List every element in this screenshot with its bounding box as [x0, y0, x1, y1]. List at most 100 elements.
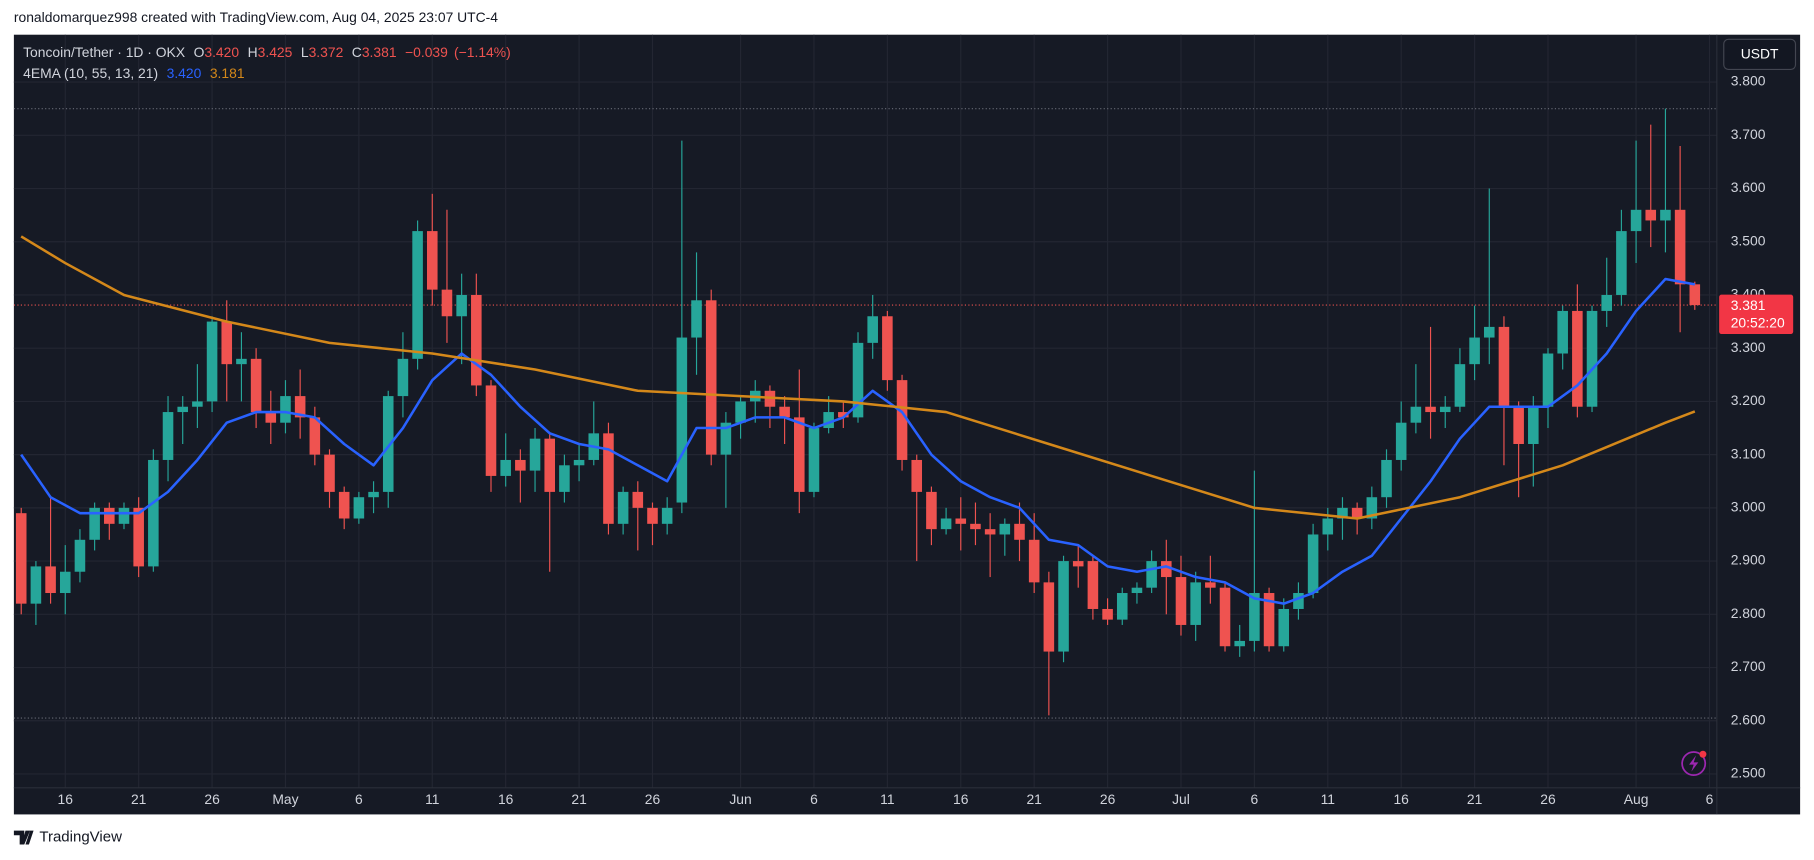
candle-body: [45, 566, 56, 594]
candle-body: [720, 422, 732, 455]
currency-button[interactable]: [1723, 38, 1797, 70]
candle-body: [1087, 561, 1099, 609]
indicator-value: 3.181: [210, 65, 245, 81]
candle-body: [529, 438, 541, 471]
candle-body: [148, 459, 159, 567]
candle-body: [632, 491, 644, 508]
candle-body: [1572, 310, 1583, 407]
candle-body: [456, 294, 467, 317]
candle-body: [118, 507, 130, 524]
x-tick-label: 6: [1251, 791, 1259, 807]
currency-label[interactable]: USDT: [1741, 46, 1779, 62]
candle-body: [1601, 294, 1613, 311]
candle-body: [735, 401, 746, 423]
candle-body: [1161, 561, 1172, 578]
candle-body: [1366, 497, 1378, 519]
candle-body: [1322, 518, 1334, 535]
candle-body: [1014, 523, 1025, 540]
candle-body: [617, 491, 629, 524]
candle-body: [823, 412, 834, 429]
candle-body: [162, 412, 174, 460]
candle-body: [515, 459, 526, 471]
candle-body: [1131, 587, 1143, 594]
candle-body: [1645, 209, 1657, 221]
y-tick-label: 3.100: [1731, 445, 1766, 461]
alert-icon-bolt: [1689, 755, 1699, 772]
candle-body: [1175, 577, 1187, 625]
candle-body: [309, 417, 321, 455]
candle-body: [426, 231, 438, 290]
legend-change: −0.039: [405, 44, 448, 60]
legend-key: H: [248, 44, 258, 60]
x-tick-label: 21: [1026, 791, 1042, 807]
candle-body: [1557, 310, 1568, 354]
candle-body: [206, 321, 218, 402]
candle-body: [15, 513, 27, 604]
candle-body: [236, 358, 247, 365]
candle-body: [1674, 209, 1686, 285]
candle-body: [1058, 561, 1069, 652]
header: ronaldomarquez998 created with TradingVi…: [14, 9, 498, 25]
alert-icon[interactable]: [1681, 751, 1707, 776]
x-tick-label: 16: [953, 791, 969, 807]
x-tick-label: Jun: [729, 791, 751, 807]
y-tick-label: 2.700: [1731, 658, 1766, 674]
x-tick-label: 11: [1321, 791, 1336, 807]
indicator-name: 4EMA (10, 55, 13, 21): [23, 65, 158, 81]
indicator-legend: 4EMA (10, 55, 13, 21) 3.420 3.181: [23, 65, 245, 81]
candle-body: [794, 417, 805, 492]
candle-body: [970, 523, 981, 530]
candle-body: [192, 401, 203, 407]
y-tick-label: 2.800: [1731, 605, 1766, 621]
candle-body: [896, 380, 908, 460]
candle-body: [1234, 640, 1245, 647]
legend-value: 3.381: [362, 44, 397, 60]
candle-body: [882, 316, 893, 381]
x-tick-label: 6: [355, 791, 363, 807]
x-tick-label: 11: [880, 791, 895, 807]
ema-line: [20, 235, 1696, 520]
candle-body: [1219, 587, 1231, 647]
candle-body: [1263, 593, 1275, 647]
x-tick-label: May: [272, 791, 298, 807]
candle-body: [705, 300, 717, 455]
candle-body: [221, 321, 233, 365]
legend-key: L: [301, 44, 309, 60]
candle-body: [1425, 406, 1436, 413]
candle-body: [1205, 582, 1216, 588]
legend-value: 3.425: [258, 44, 293, 60]
candle-body: [500, 459, 511, 476]
candle-body: [1102, 608, 1113, 620]
candle-body: [353, 497, 365, 519]
candle-body: [382, 396, 394, 492]
x-tick-label: 6: [810, 791, 818, 807]
legend-key: O: [194, 44, 205, 60]
y-tick-label: 3.800: [1731, 73, 1766, 89]
y-tick-label: 2.600: [1731, 711, 1766, 727]
candle-body: [926, 491, 937, 530]
candle-body: [691, 300, 702, 338]
x-tick-label: 21: [131, 791, 147, 807]
candle-body: [1410, 406, 1422, 423]
candle-body: [1116, 593, 1128, 620]
candle-body: [852, 342, 864, 418]
x-tick-label: 26: [645, 791, 661, 807]
indicator-value: 3.420: [167, 65, 202, 81]
candle-body: [1660, 209, 1671, 221]
legend-key: C: [352, 44, 362, 60]
candle-body: [59, 571, 71, 594]
candle-body: [999, 523, 1011, 535]
candle-body: [1278, 608, 1290, 647]
candle-body: [441, 289, 453, 317]
y-tick-label: 3.000: [1731, 499, 1766, 515]
candle-body: [1513, 406, 1524, 444]
y-tick-label: 2.900: [1731, 552, 1766, 568]
x-tick-label: Aug: [1624, 791, 1649, 807]
candle-body: [1528, 406, 1539, 444]
countdown-label: 20:52:20: [1731, 314, 1785, 330]
candle-body: [867, 316, 878, 343]
legend-value: 3.372: [309, 44, 344, 60]
candle-body: [603, 433, 614, 524]
candle-body: [471, 294, 482, 386]
